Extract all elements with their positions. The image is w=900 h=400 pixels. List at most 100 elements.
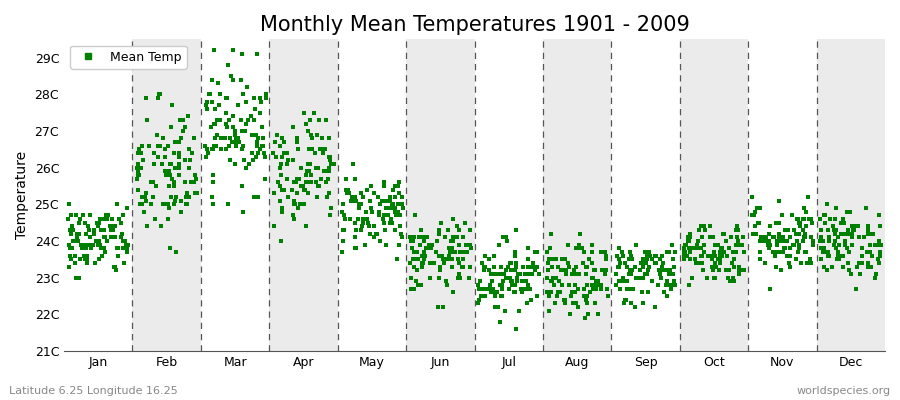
Point — [679, 252, 693, 259]
Point — [372, 212, 386, 219]
Point — [234, 76, 248, 83]
Point — [850, 264, 864, 270]
Point — [418, 238, 432, 244]
Point — [698, 242, 712, 248]
Point — [69, 212, 84, 219]
Point — [116, 238, 130, 244]
Point — [182, 194, 196, 200]
Point — [87, 260, 102, 266]
Point — [77, 252, 92, 259]
Point — [490, 271, 504, 277]
Point — [293, 164, 308, 171]
Point — [159, 168, 174, 174]
Point — [551, 264, 565, 270]
Point — [729, 249, 743, 255]
Point — [492, 282, 507, 288]
Point — [139, 198, 153, 204]
Point — [551, 289, 565, 296]
Point — [544, 278, 559, 285]
Point — [200, 146, 214, 152]
Point — [814, 238, 828, 244]
Point — [202, 91, 216, 98]
Point — [363, 198, 377, 204]
Point — [642, 249, 656, 255]
Point — [695, 252, 709, 259]
Point — [153, 91, 167, 98]
Point — [865, 252, 879, 259]
Point — [162, 168, 176, 174]
Point — [367, 190, 382, 197]
Point — [63, 245, 77, 252]
Point — [376, 198, 391, 204]
Point — [640, 256, 654, 263]
Point — [544, 289, 558, 296]
Point — [542, 256, 556, 263]
Point — [117, 260, 131, 266]
Point — [635, 264, 650, 270]
Point — [494, 271, 508, 277]
Point — [557, 300, 572, 307]
Point — [696, 267, 710, 274]
Point — [512, 271, 526, 277]
Point — [773, 249, 788, 255]
Point — [866, 230, 880, 237]
Point — [221, 62, 236, 68]
Point — [821, 227, 835, 233]
Point — [379, 242, 393, 248]
Point — [831, 234, 845, 241]
Point — [648, 260, 662, 266]
Point — [557, 256, 572, 263]
Point — [713, 256, 727, 263]
Point — [577, 249, 591, 255]
Point — [219, 110, 233, 116]
Point — [845, 227, 859, 233]
Point — [440, 227, 454, 233]
Point — [222, 157, 237, 164]
Point — [111, 252, 125, 259]
Point — [377, 227, 392, 233]
Point — [587, 267, 601, 274]
Point — [548, 274, 562, 281]
Point — [463, 242, 477, 248]
Point — [420, 234, 435, 241]
Point — [446, 216, 461, 222]
Point — [759, 234, 773, 241]
Point — [774, 249, 788, 255]
Point — [871, 256, 886, 263]
Point — [829, 227, 843, 233]
Point — [612, 264, 626, 270]
Point — [292, 176, 306, 182]
Point — [727, 256, 742, 263]
Point — [76, 212, 91, 219]
Point — [652, 267, 667, 274]
Bar — [748, 39, 816, 351]
Point — [388, 208, 402, 215]
Title: Monthly Mean Temperatures 1901 - 2009: Monthly Mean Temperatures 1901 - 2009 — [259, 15, 689, 35]
Point — [392, 190, 407, 197]
Point — [791, 216, 806, 222]
Point — [845, 227, 859, 233]
Point — [78, 256, 93, 263]
Point — [104, 234, 119, 241]
Point — [417, 256, 431, 263]
Point — [681, 238, 696, 244]
Point — [491, 304, 505, 310]
Point — [796, 227, 810, 233]
Point — [515, 278, 529, 285]
Point — [446, 234, 461, 241]
Point — [660, 278, 674, 285]
Point — [164, 161, 178, 167]
Point — [581, 311, 596, 318]
Point — [115, 230, 130, 237]
Point — [753, 205, 768, 211]
Point — [205, 201, 220, 208]
Point — [212, 91, 227, 98]
Point — [814, 238, 828, 244]
Point — [840, 245, 854, 252]
Bar — [406, 39, 474, 351]
Point — [482, 256, 496, 263]
Point — [409, 256, 423, 263]
Point — [80, 260, 94, 266]
Point — [745, 212, 760, 219]
Point — [299, 172, 313, 178]
